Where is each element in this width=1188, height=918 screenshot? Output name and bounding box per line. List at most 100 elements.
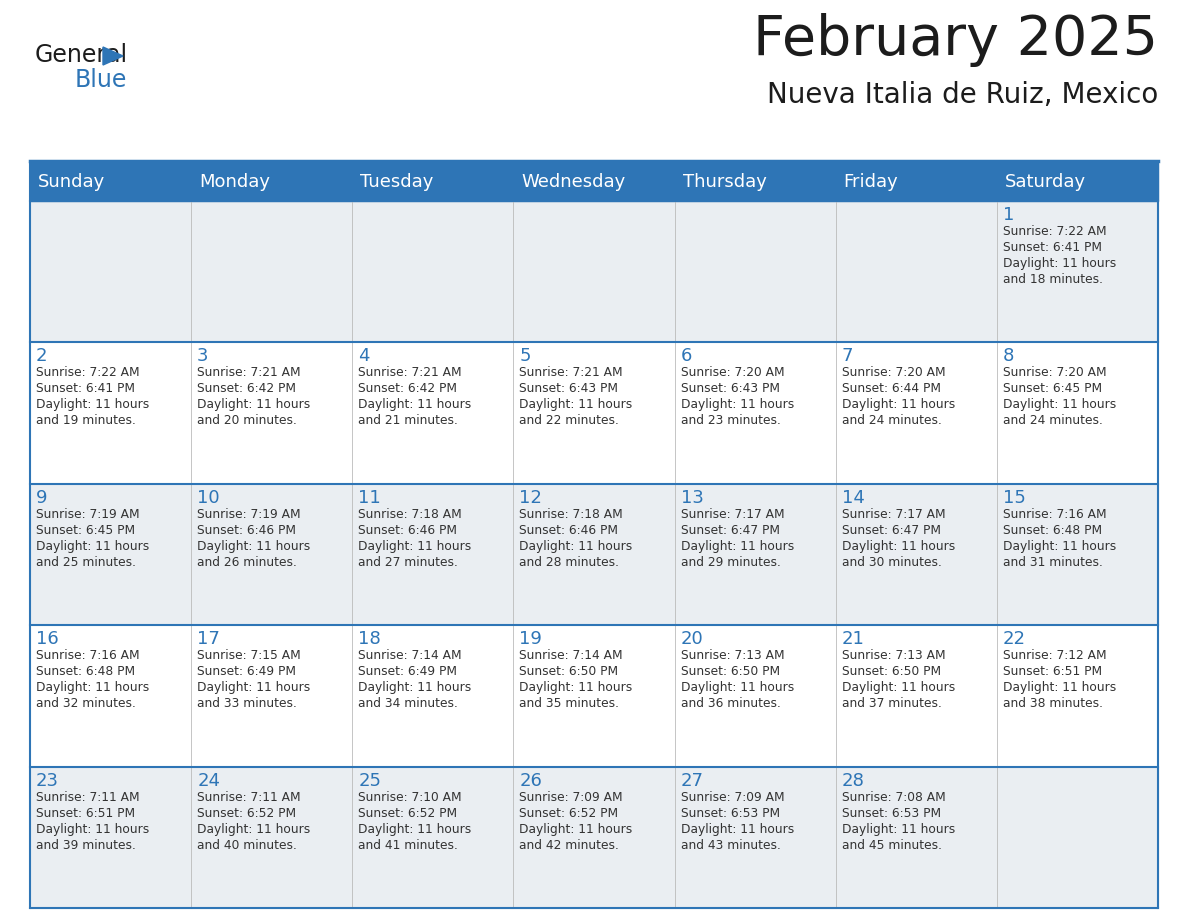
Text: 24: 24 <box>197 772 220 789</box>
Text: Sunrise: 7:12 AM: Sunrise: 7:12 AM <box>1003 649 1106 662</box>
Text: Friday: Friday <box>843 173 898 191</box>
Text: Sunset: 6:53 PM: Sunset: 6:53 PM <box>842 807 941 820</box>
Text: 5: 5 <box>519 347 531 365</box>
Text: Sunrise: 7:22 AM: Sunrise: 7:22 AM <box>1003 225 1106 238</box>
Text: Daylight: 11 hours: Daylight: 11 hours <box>197 681 310 694</box>
Text: Sunset: 6:50 PM: Sunset: 6:50 PM <box>519 666 619 678</box>
Text: Sunrise: 7:11 AM: Sunrise: 7:11 AM <box>36 790 140 803</box>
Text: Sunrise: 7:15 AM: Sunrise: 7:15 AM <box>197 649 301 662</box>
Text: Daylight: 11 hours: Daylight: 11 hours <box>36 823 150 835</box>
Text: Sunset: 6:48 PM: Sunset: 6:48 PM <box>36 666 135 678</box>
Text: Sunrise: 7:14 AM: Sunrise: 7:14 AM <box>519 649 623 662</box>
Text: Daylight: 11 hours: Daylight: 11 hours <box>681 398 794 411</box>
Text: 7: 7 <box>842 347 853 365</box>
Bar <box>30 767 1158 908</box>
Text: Sunset: 6:46 PM: Sunset: 6:46 PM <box>519 524 619 537</box>
Text: Sunrise: 7:20 AM: Sunrise: 7:20 AM <box>842 366 946 379</box>
Bar <box>30 342 1158 484</box>
Bar <box>30 163 1158 201</box>
Text: and 28 minutes.: and 28 minutes. <box>519 555 619 569</box>
Text: and 38 minutes.: and 38 minutes. <box>1003 697 1102 711</box>
Text: Sunrise: 7:09 AM: Sunrise: 7:09 AM <box>681 790 784 803</box>
Text: Nueva Italia de Ruiz, Mexico: Nueva Italia de Ruiz, Mexico <box>766 81 1158 109</box>
Text: 26: 26 <box>519 772 542 789</box>
Text: and 27 minutes.: and 27 minutes. <box>359 555 459 569</box>
Bar <box>30 201 1158 342</box>
Text: Daylight: 11 hours: Daylight: 11 hours <box>681 681 794 694</box>
Text: and 24 minutes.: and 24 minutes. <box>1003 414 1102 428</box>
Text: Daylight: 11 hours: Daylight: 11 hours <box>36 681 150 694</box>
Text: Blue: Blue <box>75 68 127 92</box>
Text: 2: 2 <box>36 347 48 365</box>
Text: Sunset: 6:43 PM: Sunset: 6:43 PM <box>519 383 619 396</box>
Text: and 19 minutes.: and 19 minutes. <box>36 414 135 428</box>
Text: Daylight: 11 hours: Daylight: 11 hours <box>842 398 955 411</box>
Bar <box>30 625 1158 767</box>
Text: and 40 minutes.: and 40 minutes. <box>197 839 297 852</box>
Text: Sunset: 6:47 PM: Sunset: 6:47 PM <box>842 524 941 537</box>
Text: and 24 minutes.: and 24 minutes. <box>842 414 942 428</box>
Text: Sunset: 6:44 PM: Sunset: 6:44 PM <box>842 383 941 396</box>
Text: Sunrise: 7:19 AM: Sunrise: 7:19 AM <box>36 508 140 521</box>
Text: Sunrise: 7:14 AM: Sunrise: 7:14 AM <box>359 649 462 662</box>
Text: Sunrise: 7:17 AM: Sunrise: 7:17 AM <box>842 508 946 521</box>
Text: 19: 19 <box>519 630 542 648</box>
Text: Sunset: 6:49 PM: Sunset: 6:49 PM <box>197 666 296 678</box>
Text: 25: 25 <box>359 772 381 789</box>
Text: Sunrise: 7:10 AM: Sunrise: 7:10 AM <box>359 790 462 803</box>
Text: 20: 20 <box>681 630 703 648</box>
Text: Sunset: 6:50 PM: Sunset: 6:50 PM <box>842 666 941 678</box>
Text: Wednesday: Wednesday <box>522 173 626 191</box>
Text: 13: 13 <box>681 488 703 507</box>
Text: Daylight: 11 hours: Daylight: 11 hours <box>681 823 794 835</box>
Text: 27: 27 <box>681 772 703 789</box>
Text: Daylight: 11 hours: Daylight: 11 hours <box>519 681 633 694</box>
Text: 8: 8 <box>1003 347 1015 365</box>
Text: Sunset: 6:43 PM: Sunset: 6:43 PM <box>681 383 779 396</box>
Text: Daylight: 11 hours: Daylight: 11 hours <box>1003 681 1116 694</box>
Text: Sunset: 6:53 PM: Sunset: 6:53 PM <box>681 807 779 820</box>
Text: Sunrise: 7:16 AM: Sunrise: 7:16 AM <box>1003 508 1106 521</box>
Text: 11: 11 <box>359 488 381 507</box>
Text: and 18 minutes.: and 18 minutes. <box>1003 273 1102 286</box>
Text: 18: 18 <box>359 630 381 648</box>
Text: Sunrise: 7:13 AM: Sunrise: 7:13 AM <box>681 649 784 662</box>
Text: and 39 minutes.: and 39 minutes. <box>36 839 135 852</box>
Text: Sunrise: 7:22 AM: Sunrise: 7:22 AM <box>36 366 140 379</box>
Text: and 45 minutes.: and 45 minutes. <box>842 839 942 852</box>
Text: Sunset: 6:41 PM: Sunset: 6:41 PM <box>36 383 135 396</box>
Text: and 30 minutes.: and 30 minutes. <box>842 555 942 569</box>
Text: Sunset: 6:46 PM: Sunset: 6:46 PM <box>197 524 296 537</box>
Text: and 21 minutes.: and 21 minutes. <box>359 414 459 428</box>
Text: February 2025: February 2025 <box>753 13 1158 67</box>
Text: 17: 17 <box>197 630 220 648</box>
Text: 28: 28 <box>842 772 865 789</box>
Text: and 35 minutes.: and 35 minutes. <box>519 697 619 711</box>
Text: 12: 12 <box>519 488 542 507</box>
Text: Sunset: 6:46 PM: Sunset: 6:46 PM <box>359 524 457 537</box>
Text: Sunset: 6:45 PM: Sunset: 6:45 PM <box>1003 383 1102 396</box>
Text: Daylight: 11 hours: Daylight: 11 hours <box>1003 398 1116 411</box>
Text: Daylight: 11 hours: Daylight: 11 hours <box>197 540 310 553</box>
Text: Sunday: Sunday <box>38 173 106 191</box>
Text: Daylight: 11 hours: Daylight: 11 hours <box>197 823 310 835</box>
Text: and 36 minutes.: and 36 minutes. <box>681 697 781 711</box>
Text: Saturday: Saturday <box>1005 173 1086 191</box>
Text: 4: 4 <box>359 347 369 365</box>
Text: 16: 16 <box>36 630 58 648</box>
Text: and 43 minutes.: and 43 minutes. <box>681 839 781 852</box>
Text: 22: 22 <box>1003 630 1026 648</box>
Text: Sunrise: 7:21 AM: Sunrise: 7:21 AM <box>359 366 462 379</box>
Text: Daylight: 11 hours: Daylight: 11 hours <box>519 398 633 411</box>
Polygon shape <box>103 47 124 65</box>
Text: and 37 minutes.: and 37 minutes. <box>842 697 942 711</box>
Text: Daylight: 11 hours: Daylight: 11 hours <box>359 823 472 835</box>
Text: 6: 6 <box>681 347 691 365</box>
Text: Daylight: 11 hours: Daylight: 11 hours <box>842 823 955 835</box>
Text: Monday: Monday <box>200 173 270 191</box>
Text: Sunset: 6:50 PM: Sunset: 6:50 PM <box>681 666 779 678</box>
Text: and 31 minutes.: and 31 minutes. <box>1003 555 1102 569</box>
Text: Daylight: 11 hours: Daylight: 11 hours <box>681 540 794 553</box>
Text: Sunrise: 7:08 AM: Sunrise: 7:08 AM <box>842 790 946 803</box>
Text: Sunrise: 7:11 AM: Sunrise: 7:11 AM <box>197 790 301 803</box>
